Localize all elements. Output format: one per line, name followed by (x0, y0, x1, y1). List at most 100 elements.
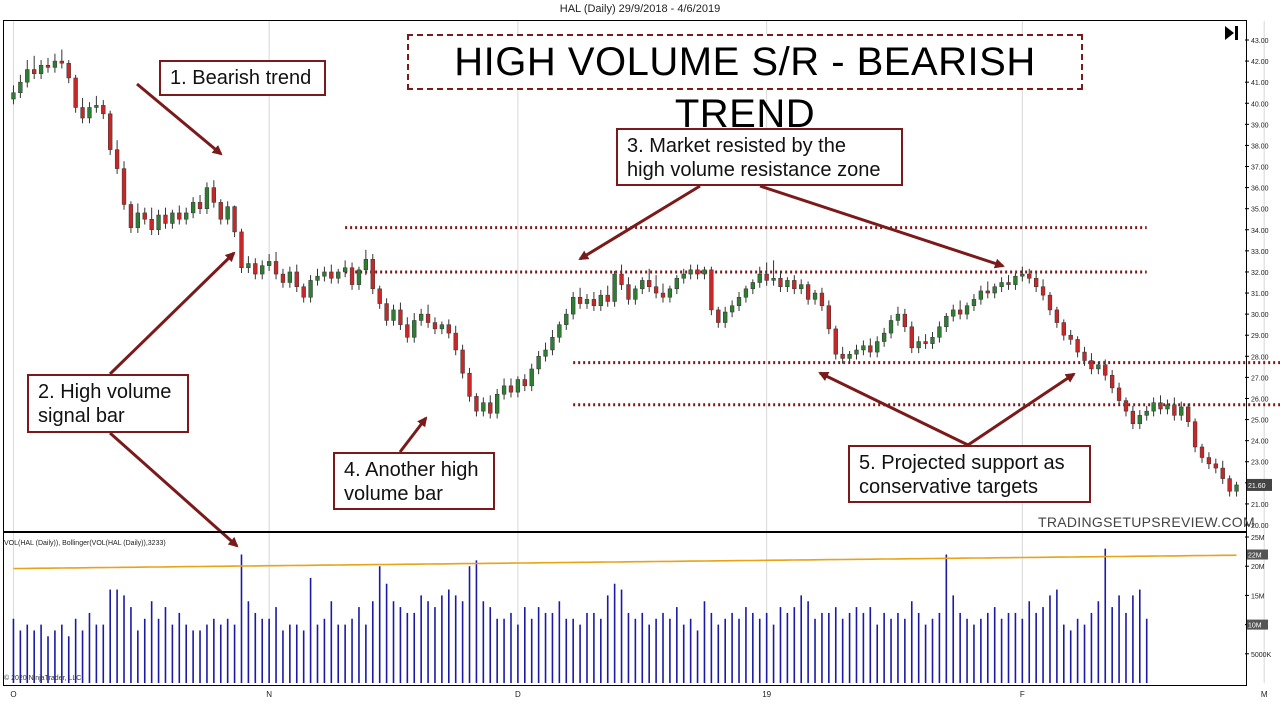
annotation-arrow (108, 251, 236, 376)
candle-body (1199, 446, 1205, 458)
candle-body (812, 292, 818, 300)
price-tick-label: 23.00 (1251, 460, 1269, 467)
candle-body (529, 368, 534, 387)
volume-last-marker (1246, 619, 1268, 630)
callout-text: 1. Bearish trend (170, 67, 312, 89)
candle-body (736, 297, 742, 306)
price-tick-label: 41.00 (1251, 80, 1269, 87)
candle-body (481, 402, 486, 412)
candle-body (723, 311, 728, 323)
candle-body (888, 320, 894, 334)
candle-body (446, 324, 451, 334)
annotation-arrow (759, 184, 1005, 269)
candle-body (405, 324, 410, 338)
candle-body (419, 313, 424, 321)
price-tick-label: 29.00 (1251, 333, 1269, 340)
candle-body (73, 77, 78, 108)
candle-body (1116, 387, 1122, 401)
candle-body (688, 269, 693, 275)
candle-body (916, 341, 921, 349)
candle-body (571, 297, 576, 315)
price-tick-label: 28.00 (1251, 354, 1269, 361)
candle-body (1096, 364, 1101, 370)
copyright-notice: © 2020 NinjaTrader, LLC (4, 675, 82, 682)
price-tick-label: 30.00 (1251, 312, 1269, 319)
candle-body (163, 214, 168, 224)
candle-body (999, 282, 1004, 287)
candle-body (170, 212, 175, 224)
x-tick-label: N (266, 690, 272, 699)
candle-body (1213, 463, 1218, 469)
candle-body (937, 326, 942, 338)
annotation-arrow (818, 371, 969, 447)
candle-body (246, 263, 251, 268)
callout-text-line2: high volume resistance zone (627, 159, 881, 181)
candle-body (633, 288, 638, 300)
candle-body (135, 212, 140, 228)
candle-body (1040, 286, 1046, 296)
candle-body (80, 107, 85, 119)
candle-body (792, 280, 797, 290)
candle-body (716, 309, 721, 323)
candle-body (640, 280, 645, 290)
candle-body (45, 65, 51, 68)
price-tick-label: 35.00 (1251, 207, 1269, 214)
candle-body (902, 313, 908, 328)
candle-body (315, 275, 320, 281)
callout-projected-support: 5. Projected support as conservative tar… (848, 445, 1091, 503)
candle-body (1110, 375, 1115, 389)
candle-body (577, 297, 583, 304)
price-tick-label: 39.00 (1251, 122, 1269, 129)
candle-body (750, 282, 755, 290)
candle-body (508, 385, 514, 393)
candle-body (785, 280, 790, 287)
candle-body (619, 273, 624, 285)
candle-body (370, 259, 375, 290)
candle-body (501, 385, 507, 395)
callout-text-line1: 5. Projected support as (859, 452, 1065, 474)
price-tick-label: 42.00 (1251, 59, 1269, 66)
chart-window-title: HAL (Daily) 29/9/2018 - 4/6/2019 (559, 3, 721, 15)
candle-body (177, 212, 182, 220)
candle-body (432, 322, 438, 330)
candle-body (764, 273, 769, 281)
candle-body (253, 263, 258, 275)
candle-body (308, 280, 313, 298)
candle-body (460, 349, 465, 374)
candle-body (32, 69, 37, 74)
candle-body (757, 273, 762, 283)
candle-body (833, 328, 838, 355)
candle-body (881, 332, 887, 342)
candle-body (142, 212, 147, 220)
site-watermark: TRADINGSETUPSREVIEW.COM (1038, 514, 1255, 530)
candle-body (273, 261, 279, 275)
price-tick-label: 25.00 (1251, 418, 1269, 425)
x-tick-label: O (10, 690, 16, 699)
volume-last-marker (1246, 549, 1268, 560)
candle-body (412, 320, 417, 338)
candle-body (363, 259, 369, 271)
candle-body (94, 105, 99, 108)
candle-body (681, 273, 686, 279)
candle-body (467, 372, 472, 397)
candle-body (647, 280, 652, 287)
candle-body (1082, 351, 1087, 361)
annotation-arrow (578, 184, 701, 261)
candle-body (1206, 457, 1212, 465)
callout-another-high-volume-bar: 4. Another high volume bar (333, 452, 495, 510)
annotation-arrows (108, 82, 1076, 548)
candle-body (591, 299, 597, 306)
candle-body (660, 292, 666, 298)
candle-body (584, 299, 590, 304)
candle-body (771, 278, 776, 281)
candle-body (59, 60, 64, 64)
skip-to-end-icon[interactable] (1222, 24, 1240, 42)
callout-market-resisted: 3. Market resisted by the high volume re… (616, 128, 903, 186)
callout-text-line1: 3. Market resisted by the (627, 135, 846, 157)
candle-body (377, 288, 382, 304)
candle-body (819, 292, 825, 306)
callout-text-line2: volume bar (344, 483, 443, 505)
candle-body (695, 269, 700, 275)
axis-labels: OND19FMAMJ20.0021.0022.0023.0024.0025.00… (10, 38, 1272, 699)
candle-body (598, 294, 603, 306)
